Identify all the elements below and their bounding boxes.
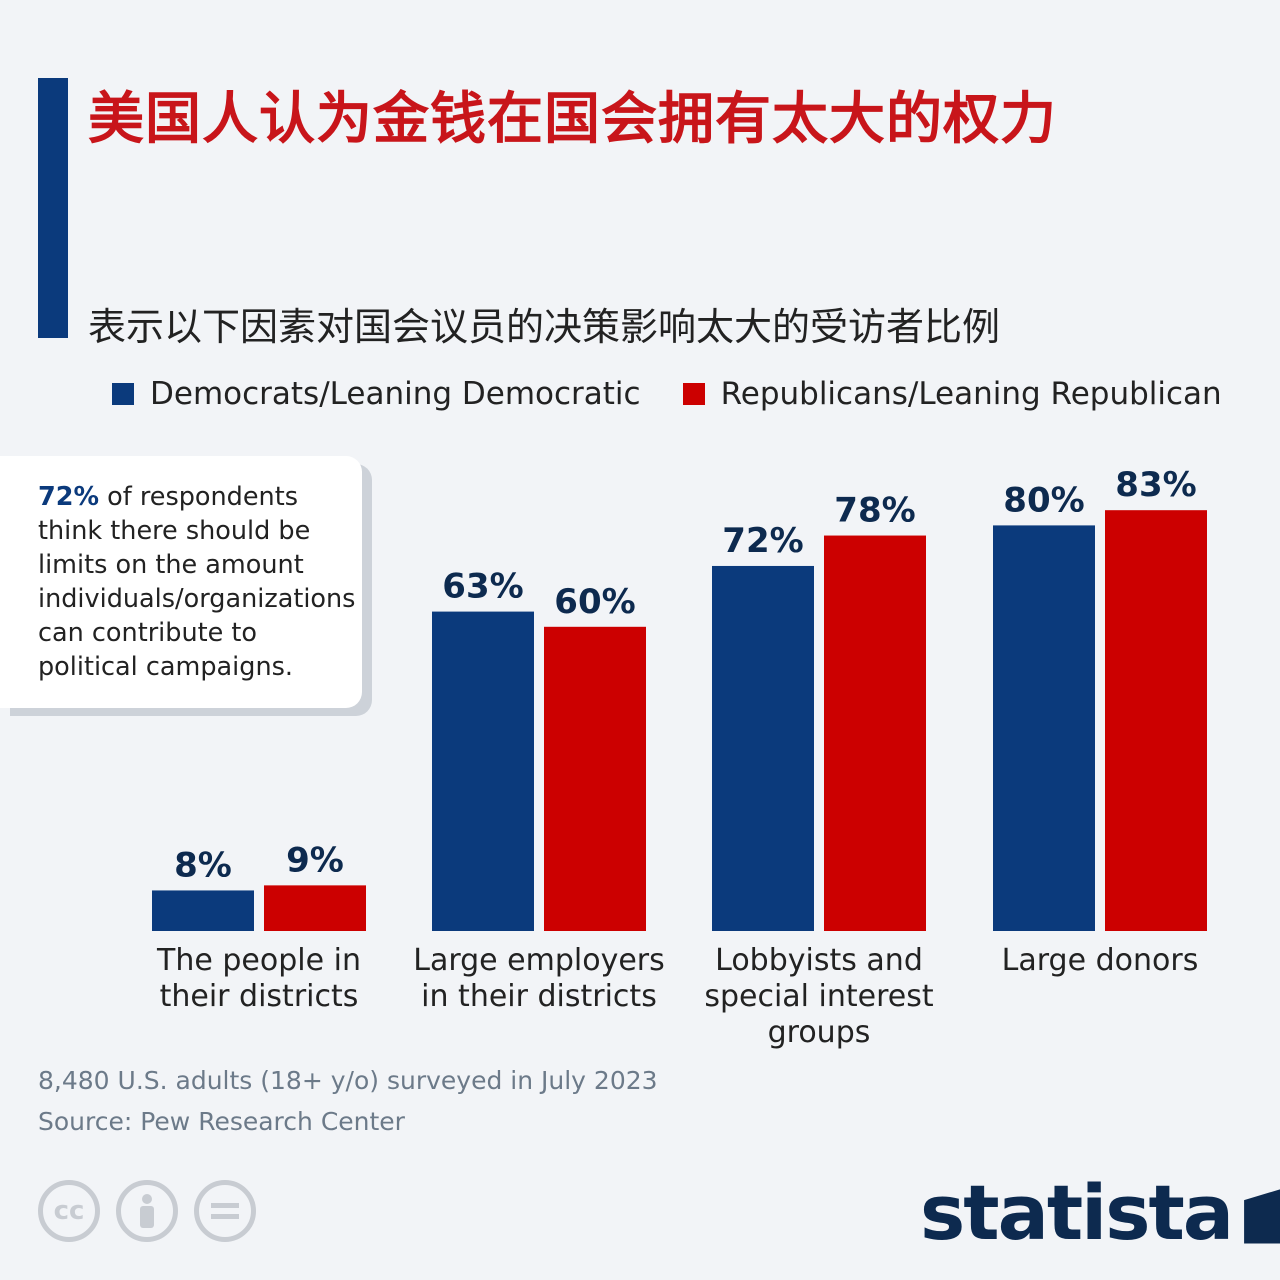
legend-item-republicans: Republicans/Leaning Republican (682, 376, 1222, 412)
callout-box: 72% of respondents think there should be… (0, 456, 362, 708)
equals-icon (194, 1180, 256, 1242)
person-icon (116, 1180, 178, 1242)
data-label-dem-2: 72% (722, 521, 803, 561)
bar-dem-1 (432, 611, 534, 931)
data-label-rep-2: 78% (834, 491, 915, 531)
source-note: Source: Pew Research Center (38, 1107, 405, 1136)
chart-subtitle: 表示以下因素对国会议员的决策影响太大的受访者比例 (88, 305, 1001, 349)
category-label-2-line-1: special interest (704, 979, 934, 1014)
data-label-rep-0: 9% (286, 840, 344, 880)
data-label-dem-0: 8% (174, 845, 232, 885)
category-label-2-line-2: groups (768, 1015, 871, 1050)
data-label-dem-1: 63% (442, 567, 523, 607)
data-label-dem-3: 80% (1003, 480, 1084, 520)
category-label-1-line-1: in their districts (421, 979, 657, 1014)
bar-rep-3 (1105, 510, 1207, 931)
category-label-2-line-0: Lobbyists and (715, 943, 923, 978)
cc-icon: cc (38, 1180, 100, 1242)
legend-item-democrats: Democrats/Leaning Democratic (112, 376, 641, 412)
category-label-3-line-0: Large donors (1002, 943, 1199, 978)
bar-dem-0 (152, 890, 254, 931)
callout-body: of respondents think there should be lim… (38, 482, 356, 682)
chart-title: 美国人认为金钱在国会拥有太大的权力 (88, 87, 1057, 152)
license-icons: cc (38, 1180, 272, 1242)
category-label-0-line-0: The people in (156, 943, 361, 978)
callout-text: 72% of respondents think there should be… (38, 480, 358, 684)
legend: Democrats/Leaning Democratic Republicans… (112, 376, 1264, 412)
bar-rep-2 (824, 535, 926, 931)
brand-name: statista (920, 1168, 1234, 1257)
category-label-1-line-0: Large employers (413, 943, 665, 978)
bar-rep-1 (544, 626, 646, 931)
bar-rep-0 (264, 885, 366, 931)
legend-label-republicans: Republicans/Leaning Republican (720, 376, 1222, 412)
callout-highlight: 72% (38, 482, 100, 512)
accent-bar (38, 78, 68, 338)
category-label-0-line-1: their districts (160, 979, 359, 1014)
statista-logo: statista (920, 1168, 1280, 1257)
legend-swatch-democrats (112, 383, 134, 405)
legend-label-democrats: Democrats/Leaning Democratic (150, 376, 641, 412)
statista-mark-icon (1244, 1181, 1280, 1244)
bar-dem-3 (993, 525, 1095, 931)
legend-swatch-republicans (682, 383, 705, 405)
bar-dem-2 (712, 565, 814, 931)
data-label-rep-1: 60% (554, 582, 635, 622)
survey-note: 8,480 U.S. adults (18+ y/o) surveyed in … (38, 1066, 658, 1095)
data-label-rep-3: 83% (1115, 465, 1196, 505)
